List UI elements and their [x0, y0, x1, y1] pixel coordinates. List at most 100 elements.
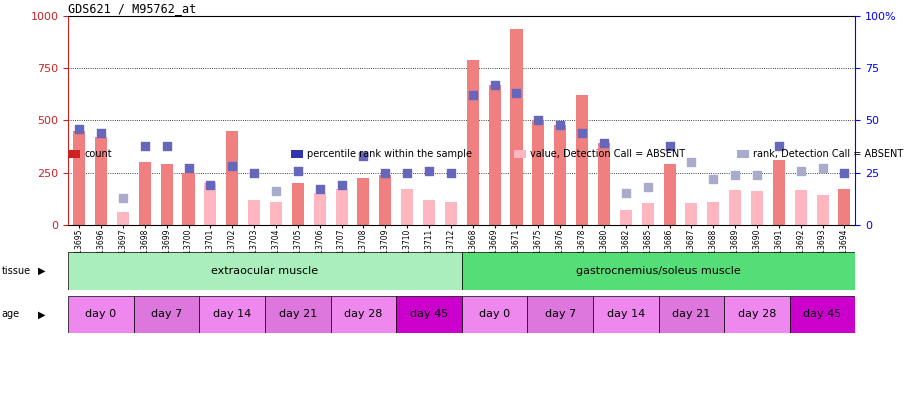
Bar	[401, 189, 413, 225]
Text: count: count	[85, 149, 112, 159]
Point	[247, 169, 261, 176]
Bar	[461, 296, 528, 333]
Bar	[489, 85, 500, 225]
Point	[312, 186, 327, 192]
Point	[116, 194, 130, 201]
Text: gastrocnemius/soleus muscle: gastrocnemius/soleus muscle	[576, 266, 741, 276]
Bar	[773, 160, 785, 225]
Bar	[68, 150, 80, 158]
Text: age: age	[2, 309, 20, 319]
Text: value, Detection Call = ABSENT: value, Detection Call = ABSENT	[531, 149, 685, 159]
Point	[575, 130, 590, 136]
Point	[662, 142, 677, 149]
Bar	[790, 296, 855, 333]
Point	[466, 92, 480, 99]
Bar	[183, 173, 195, 225]
Bar	[838, 189, 851, 225]
Text: day 14: day 14	[607, 309, 645, 319]
Bar	[620, 210, 632, 225]
Point	[72, 126, 86, 132]
Point	[706, 176, 721, 182]
Bar	[270, 202, 282, 225]
Bar	[265, 296, 330, 333]
Bar	[116, 212, 129, 225]
Bar	[724, 296, 790, 333]
Bar	[751, 192, 763, 225]
Text: GDS621 / M95762_at: GDS621 / M95762_at	[68, 2, 197, 15]
Text: day 45: day 45	[410, 309, 448, 319]
Point	[443, 169, 458, 176]
Point	[837, 169, 852, 176]
Point	[728, 171, 743, 178]
Bar	[396, 296, 461, 333]
Text: tissue: tissue	[2, 266, 31, 276]
Text: percentile rank within the sample: percentile rank within the sample	[308, 149, 472, 159]
Point	[553, 122, 568, 128]
Point	[225, 163, 239, 170]
Point	[794, 167, 808, 174]
Bar	[511, 29, 522, 225]
Point	[488, 82, 502, 88]
Text: day 28: day 28	[344, 309, 382, 319]
Bar	[227, 131, 238, 225]
Bar	[68, 252, 461, 290]
Text: day 21: day 21	[672, 309, 711, 319]
Text: extraocular muscle: extraocular muscle	[211, 266, 318, 276]
Bar	[729, 190, 741, 225]
Bar	[292, 183, 304, 225]
Bar	[576, 96, 588, 225]
Point	[772, 142, 786, 149]
Bar	[73, 131, 86, 225]
Point	[137, 142, 152, 149]
Text: day 14: day 14	[213, 309, 251, 319]
Point	[597, 140, 612, 147]
Bar	[663, 164, 675, 225]
Bar	[514, 150, 526, 158]
Point	[203, 182, 217, 188]
Text: day 0: day 0	[479, 309, 511, 319]
Bar	[445, 202, 457, 225]
Point	[684, 159, 699, 166]
Bar	[659, 296, 724, 333]
Point	[378, 169, 392, 176]
Point	[268, 188, 283, 195]
Bar	[95, 137, 107, 225]
Bar	[598, 143, 610, 225]
Bar	[68, 296, 134, 333]
Text: day 7: day 7	[151, 309, 182, 319]
Bar	[291, 150, 303, 158]
Bar	[593, 296, 659, 333]
Bar	[358, 178, 369, 225]
Bar	[707, 202, 719, 225]
Text: day 7: day 7	[544, 309, 576, 319]
Text: ▶: ▶	[38, 266, 46, 276]
Point	[750, 171, 764, 178]
Bar	[642, 203, 653, 225]
Text: day 45: day 45	[804, 309, 842, 319]
Bar	[138, 162, 151, 225]
Point	[531, 117, 546, 124]
Point	[815, 165, 830, 172]
Bar	[134, 296, 199, 333]
Bar	[161, 164, 173, 225]
Bar	[461, 252, 855, 290]
Bar	[737, 150, 749, 158]
Bar	[379, 175, 391, 225]
Point	[619, 190, 633, 197]
Text: day 0: day 0	[86, 309, 116, 319]
Bar	[467, 60, 479, 225]
Bar	[532, 121, 544, 225]
Point	[181, 165, 196, 172]
Bar	[314, 194, 326, 225]
Bar	[794, 190, 807, 225]
Text: day 28: day 28	[738, 309, 776, 319]
Point	[399, 169, 414, 176]
Bar	[528, 296, 593, 333]
Point	[94, 130, 108, 136]
Text: rank, Detection Call = ABSENT: rank, Detection Call = ABSENT	[753, 149, 904, 159]
Bar	[685, 203, 697, 225]
Point	[290, 167, 305, 174]
Bar	[199, 296, 265, 333]
Bar	[554, 125, 566, 225]
Text: ▶: ▶	[38, 309, 46, 319]
